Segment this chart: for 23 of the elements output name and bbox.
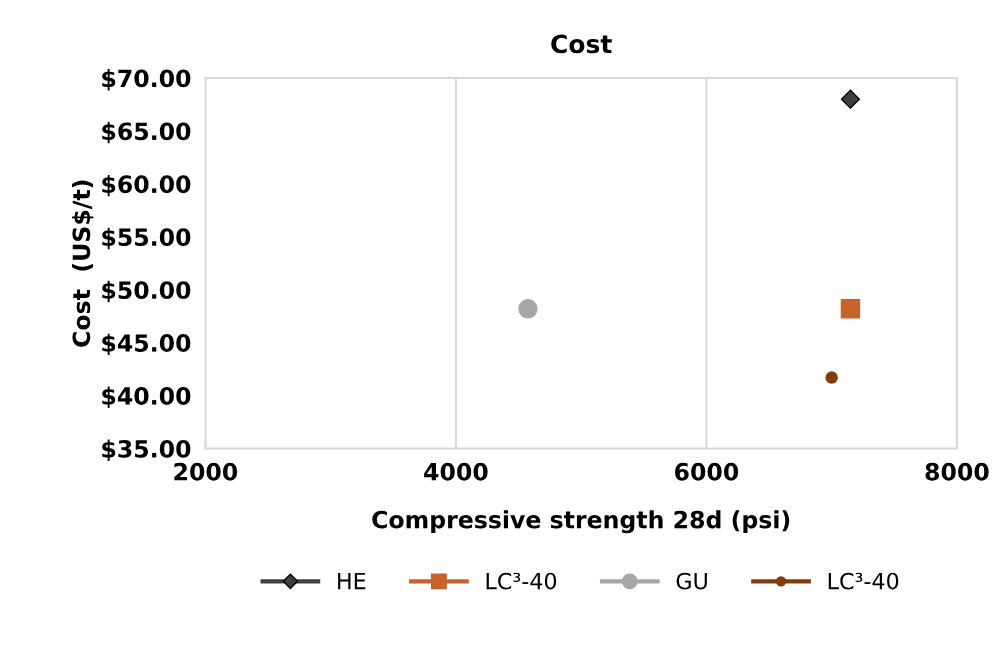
- x-tick-label: 8000: [925, 462, 989, 481]
- y-tick-label: $50.00: [102, 280, 191, 303]
- legend-label: LC³-40: [828, 572, 899, 590]
- point: [840, 299, 861, 319]
- y-axis-title: Cost (US$/t): [72, 180, 94, 347]
- x-tick-label: 2000: [174, 462, 238, 481]
- legend-label: HE: [338, 572, 366, 590]
- x-tick-label: 4000: [424, 462, 488, 481]
- chart-title: Cost: [551, 34, 612, 54]
- legend-label: LC³-40: [486, 572, 557, 590]
- y-tick-label: $45.00: [102, 333, 191, 356]
- y-tick-label: $65.00: [102, 121, 191, 144]
- y-tick-label: $35.00: [102, 439, 191, 461]
- point: [840, 89, 860, 109]
- y-tick-label: $60.00: [102, 174, 191, 197]
- y-tick-label: $55.00: [102, 227, 191, 250]
- point: [518, 299, 538, 319]
- point: [825, 371, 838, 384]
- x-tick-label: 6000: [675, 462, 739, 481]
- x-axis-title: Compressive strength 28d (psi): [372, 510, 790, 534]
- y-tick-label: $40.00: [102, 386, 191, 409]
- y-tick-label: $70.00: [102, 69, 191, 91]
- legend-label: GU: [676, 572, 707, 590]
